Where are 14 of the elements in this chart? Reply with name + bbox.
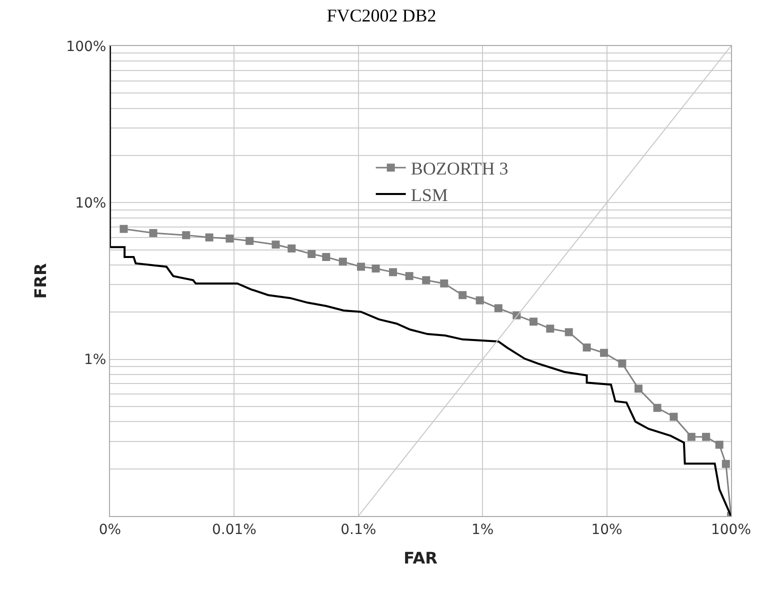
x-tick-label: 10% — [591, 522, 622, 538]
y-tick-label: 100% — [66, 38, 106, 55]
x-axis-title: FAR — [404, 548, 438, 568]
y-axis-title: FRR — [31, 263, 50, 299]
x-tick-label: 0% — [98, 522, 122, 538]
y-tick-label: 1% — [84, 352, 106, 368]
chart-title: FVC2002 DB2 — [326, 5, 436, 26]
legend-label: LSM — [410, 185, 448, 206]
legend-label: BOZORTH 3 — [410, 158, 508, 179]
x-tick-label: 100% — [710, 522, 752, 538]
x-tick-label: 1% — [471, 522, 494, 538]
x-tick-label: 0.01% — [212, 522, 256, 538]
x-tick-label: 0.1% — [340, 522, 376, 538]
y-tick-label: 10% — [75, 196, 106, 212]
